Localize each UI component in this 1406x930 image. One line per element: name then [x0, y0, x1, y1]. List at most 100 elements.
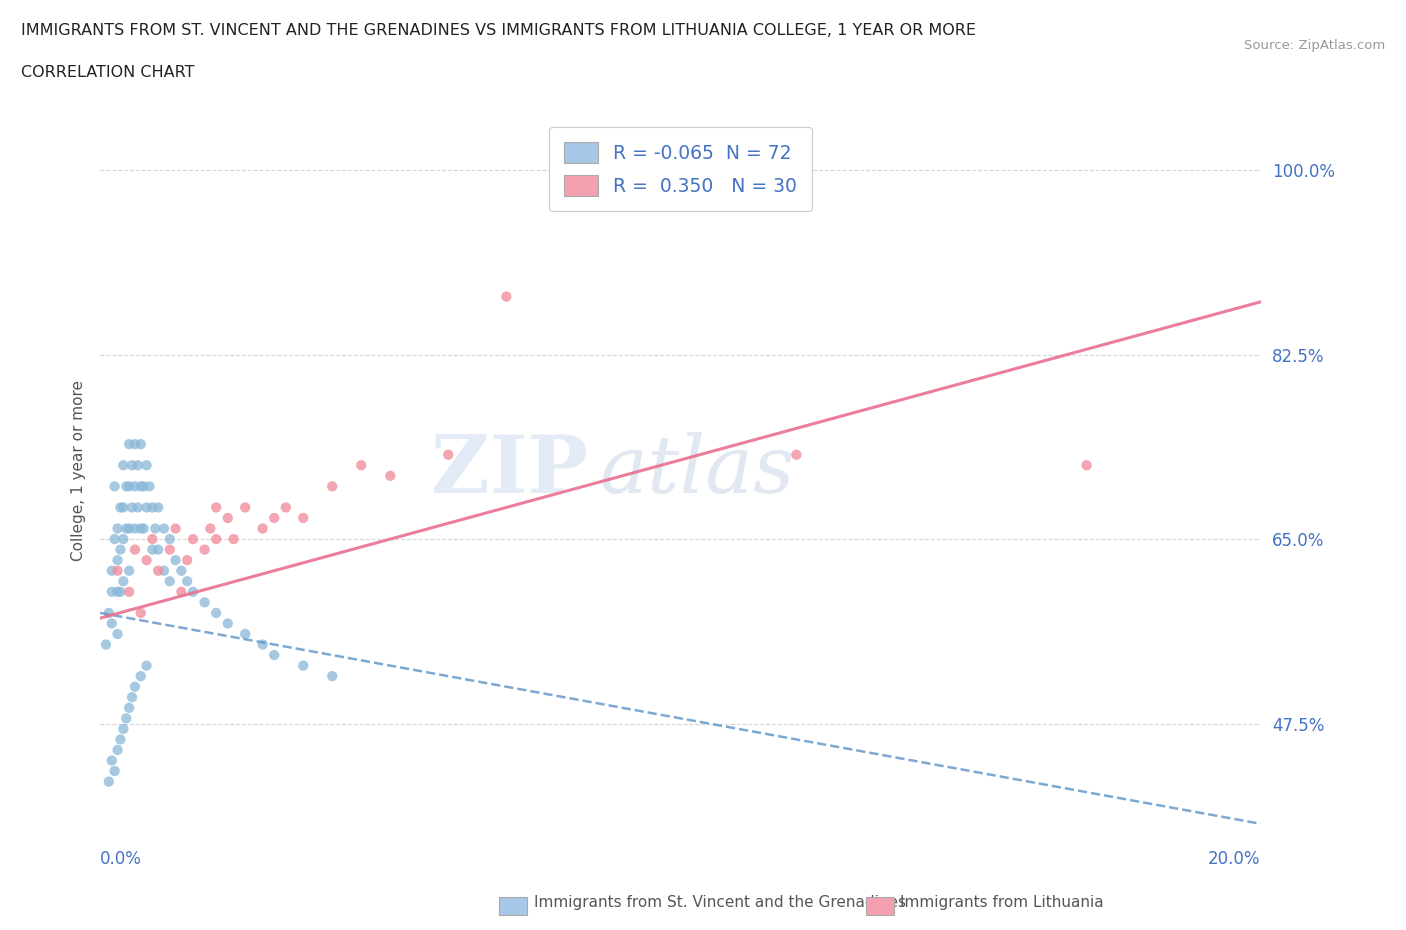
Point: [104, 764, 127, 778]
Point: [107, 564, 129, 578]
Point: [94, 637, 117, 652]
Point: [129, 437, 152, 452]
Point: [124, 542, 146, 557]
Text: Immigrants from St. Vincent and the Grenadines: Immigrants from St. Vincent and the Gren…: [534, 895, 907, 910]
Point: [112, 532, 135, 547]
Point: [129, 669, 152, 684]
Point: [100, 584, 122, 599]
Point: [110, 732, 132, 747]
Text: 0.0%: 0.0%: [100, 850, 142, 868]
Point: [785, 447, 807, 462]
Point: [100, 753, 122, 768]
Point: [127, 458, 149, 472]
Point: [292, 511, 315, 525]
Point: [205, 532, 228, 547]
Point: [124, 479, 146, 494]
Point: [135, 458, 157, 472]
Point: [153, 564, 176, 578]
Point: [118, 700, 141, 715]
Point: [124, 679, 146, 694]
Point: [129, 479, 152, 494]
Point: [194, 595, 217, 610]
Point: [141, 532, 163, 547]
Point: [121, 500, 143, 515]
Point: [110, 500, 132, 515]
Point: [138, 479, 160, 494]
Point: [141, 500, 163, 515]
Text: ZIP: ZIP: [430, 432, 588, 510]
Point: [181, 532, 204, 547]
Point: [115, 711, 138, 725]
Point: [110, 584, 132, 599]
Point: [107, 521, 129, 536]
Point: [176, 574, 198, 589]
Point: [205, 500, 228, 515]
Point: [110, 542, 132, 557]
Point: [115, 521, 138, 536]
Point: [107, 742, 129, 757]
Point: [146, 500, 169, 515]
Point: [97, 774, 120, 789]
Point: [112, 458, 135, 472]
Point: [118, 479, 141, 494]
Point: [274, 500, 297, 515]
Legend: R = -0.065  N = 72, R =  0.350   N = 30: R = -0.065 N = 72, R = 0.350 N = 30: [550, 126, 811, 211]
Point: [129, 521, 152, 536]
Point: [159, 532, 181, 547]
Point: [143, 521, 166, 536]
Text: 20.0%: 20.0%: [1208, 850, 1261, 868]
Point: [107, 627, 129, 642]
Point: [200, 521, 222, 536]
Point: [100, 616, 122, 631]
Point: [350, 458, 373, 472]
Point: [217, 616, 239, 631]
Point: [112, 574, 135, 589]
Point: [205, 605, 228, 620]
Point: [115, 479, 138, 494]
Point: [146, 564, 169, 578]
Point: [217, 511, 239, 525]
Point: [135, 658, 157, 673]
Point: [121, 690, 143, 705]
Point: [233, 500, 256, 515]
Point: [135, 500, 157, 515]
Point: [118, 564, 141, 578]
Point: [437, 447, 460, 462]
Point: [165, 552, 187, 567]
Point: [97, 605, 120, 620]
Point: [263, 511, 285, 525]
Point: [141, 542, 163, 557]
Point: [495, 289, 517, 304]
Point: [170, 564, 193, 578]
Text: atlas: atlas: [599, 432, 794, 510]
Point: [129, 605, 152, 620]
Text: IMMIGRANTS FROM ST. VINCENT AND THE GRENADINES VS IMMIGRANTS FROM LITHUANIA COLL: IMMIGRANTS FROM ST. VINCENT AND THE GREN…: [21, 23, 976, 38]
Point: [104, 532, 127, 547]
Point: [233, 627, 256, 642]
Y-axis label: College, 1 year or more: College, 1 year or more: [72, 380, 86, 561]
Point: [146, 542, 169, 557]
Point: [124, 437, 146, 452]
Point: [1076, 458, 1098, 472]
Point: [159, 542, 181, 557]
Point: [112, 722, 135, 737]
Point: [159, 574, 181, 589]
Point: [292, 658, 315, 673]
Point: [222, 532, 245, 547]
Point: [252, 521, 274, 536]
Point: [135, 552, 157, 567]
Point: [118, 521, 141, 536]
Point: [132, 479, 155, 494]
Point: [124, 521, 146, 536]
Point: [153, 521, 176, 536]
Point: [112, 500, 135, 515]
Point: [380, 469, 402, 484]
Point: [181, 584, 204, 599]
Text: CORRELATION CHART: CORRELATION CHART: [21, 65, 194, 80]
Text: Source: ZipAtlas.com: Source: ZipAtlas.com: [1244, 39, 1385, 52]
Point: [118, 437, 141, 452]
Point: [132, 521, 155, 536]
Point: [107, 584, 129, 599]
Point: [321, 479, 343, 494]
Point: [165, 521, 187, 536]
